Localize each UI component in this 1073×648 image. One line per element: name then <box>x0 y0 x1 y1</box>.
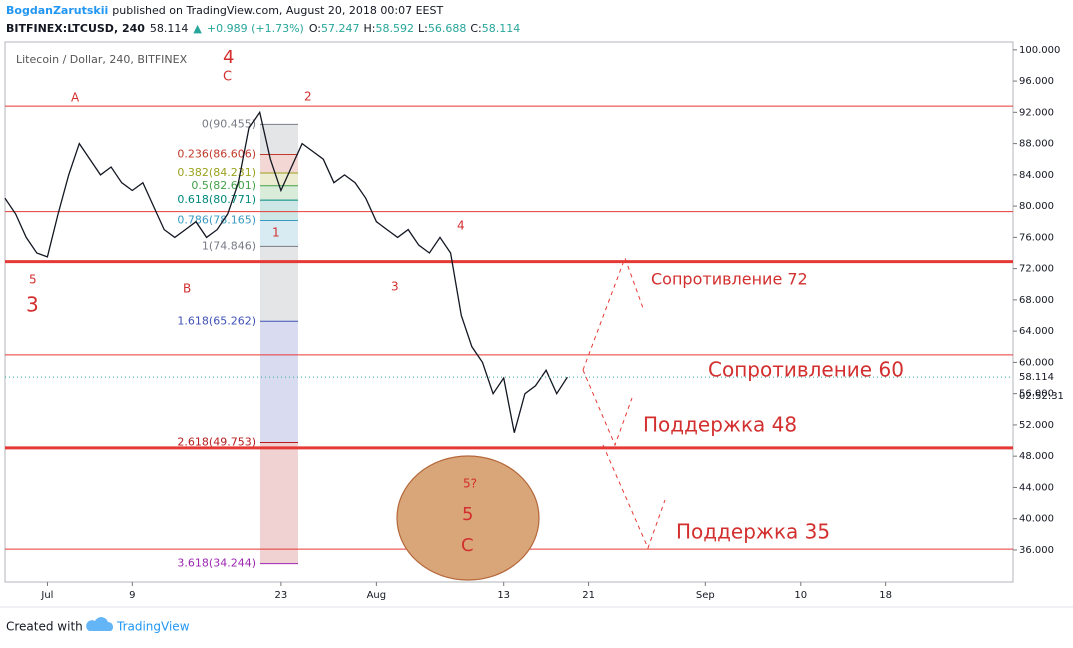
price-line <box>4 110 568 433</box>
x-tick-label: Sep <box>696 590 715 601</box>
x-tick-label: 10 <box>794 590 807 601</box>
author[interactable]: BogdanZarutskii <box>6 4 108 17</box>
quote-value: 58.592 <box>376 22 415 35</box>
wave-label: C <box>223 70 232 85</box>
y-tick-label: 80.000 <box>1019 201 1054 212</box>
y-tick-label: 36.000 <box>1019 545 1054 556</box>
x-tick-label: 21 <box>582 590 595 601</box>
fib-label: 0.618(80.771) <box>177 193 256 206</box>
wave-label: B <box>183 282 191 296</box>
y-tick-label: 88.000 <box>1019 139 1054 150</box>
note: Сопротивление 72 <box>651 270 808 289</box>
y-tick-label: 100.000 <box>1019 45 1060 56</box>
y-tick-label: 48.000 <box>1019 451 1054 462</box>
y-tick-label: 72.000 <box>1019 264 1054 275</box>
y-tick-label: 64.000 <box>1019 326 1054 337</box>
fib-label: 3.618(34.244) <box>177 557 256 570</box>
logo <box>86 617 114 631</box>
x-tick-label: Jul <box>40 590 53 601</box>
wave-label: A <box>71 91 80 105</box>
wave-label: 3 <box>26 293 39 317</box>
fib-band <box>260 246 298 322</box>
published: published on TradingView.com, August 20,… <box>112 4 443 17</box>
quote-key: O: <box>309 22 321 35</box>
fib-label: 0(90.455) <box>202 117 256 130</box>
wave-label: 2 <box>304 90 312 104</box>
note: Поддержка 35 <box>676 520 830 544</box>
x-tick-label: 9 <box>129 590 135 601</box>
fib-label: 0.786(78.165) <box>177 213 256 226</box>
note: Поддержка 48 <box>643 413 797 437</box>
fib-label: 0.236(86.606) <box>177 147 256 160</box>
x-tick-label: 18 <box>879 590 892 601</box>
projection <box>582 256 666 550</box>
y-axis: 36.000 40.000 44.000 48.000 52.000 56.000 60.0… <box>1013 45 1064 556</box>
target-circle <box>396 455 540 581</box>
chart-title: Litecoin / Dollar, 240, BITFINEX <box>16 53 188 66</box>
note: Сопротивление 60 <box>708 358 904 382</box>
header-text: +0.989 (+1.73%) <box>207 22 304 35</box>
fib-band <box>260 185 298 201</box>
y-tick-label: 60.000 <box>1019 357 1054 368</box>
y-tick-label: 68.000 <box>1019 295 1054 306</box>
x-tick-label: 13 <box>497 590 510 601</box>
quote-value: 58.114 <box>482 22 521 35</box>
wave-label: 5 <box>462 504 473 525</box>
header-text: 58.114 <box>150 22 189 35</box>
fib-label: 1.618(65.262) <box>177 314 256 327</box>
y-tick-label: 76.000 <box>1019 232 1054 243</box>
x-tick-label: 23 <box>275 590 288 601</box>
wave-label: C <box>461 535 474 556</box>
fib-retracement: 0(90.455) 0.236(86.606) 0.382(84.231)0.5(8… <box>177 117 298 570</box>
quote-key: C: <box>470 22 481 35</box>
header-text: ▲ <box>193 22 202 35</box>
fib-label: 2.618(49.753) <box>177 435 256 448</box>
wave-label: 3 <box>391 280 399 294</box>
wave-label: 5 <box>29 273 37 287</box>
y-tick-label: 44.000 <box>1019 482 1054 493</box>
y-tick-label: 56.000 <box>1019 389 1054 400</box>
quote-value: 56.688 <box>428 22 467 35</box>
fib-label: 0.5(82.601) <box>191 179 256 192</box>
quote-value: 57.247 <box>321 22 360 35</box>
wave-label: 5? <box>463 477 477 491</box>
y-tick-label: 96.000 <box>1019 76 1054 87</box>
header-text: BITFINEX:LTCUSD, 240 <box>6 22 145 35</box>
wave-label: 4 <box>457 219 465 233</box>
fib-band <box>260 173 298 186</box>
fib-label: 0.382(84.231) <box>177 166 256 179</box>
footer-text: Created with <box>6 620 83 634</box>
last-price-label: 58.114 <box>1019 372 1054 383</box>
fib-band <box>260 321 298 443</box>
wave-label: 1 <box>272 226 280 240</box>
quote-key: H: <box>364 22 376 35</box>
countdown: 02:52:31 <box>1019 391 1064 402</box>
quote-key: L: <box>418 22 428 35</box>
y-tick-label: 84.000 <box>1019 170 1054 181</box>
fib-label: 1(74.846) <box>202 239 256 252</box>
x-tick-label: Aug <box>367 590 387 601</box>
fib-band <box>260 154 298 174</box>
symbol-line: BITFINEX:LTCUSD, 240 58.114 ▲ +0.989 (+1.73… <box>6 22 520 35</box>
wave-label: 4 <box>223 47 234 68</box>
y-tick-label: 92.000 <box>1019 107 1054 118</box>
plot <box>4 105 1013 550</box>
fib-band <box>260 220 298 247</box>
plot-frame <box>4 41 1014 583</box>
fib-band <box>260 442 298 564</box>
y-tick-label: 40.000 <box>1019 514 1054 525</box>
fib-band <box>260 200 298 221</box>
x-axis: Jul 9 23 Aug 13 21 Sep 10 18 <box>40 582 892 601</box>
footer-brand[interactable]: TradingView <box>116 620 190 634</box>
y-tick-label: 52.000 <box>1019 420 1054 431</box>
